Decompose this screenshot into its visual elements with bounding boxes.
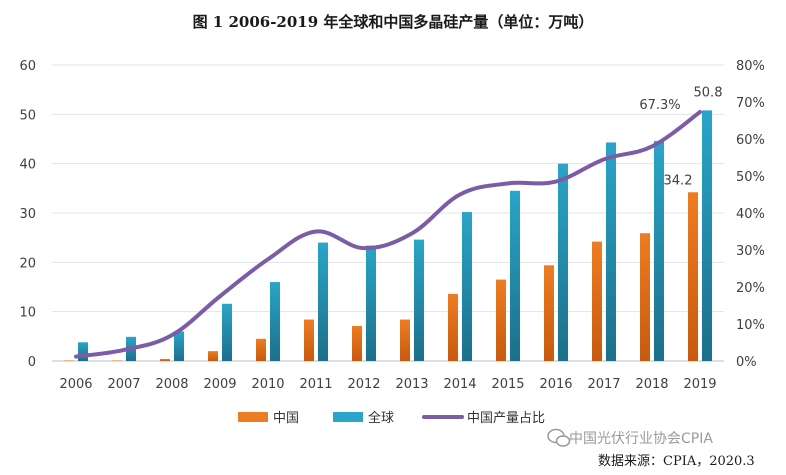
left-tick-label: 50 [19, 108, 36, 123]
legend-label-global: 全球 [368, 410, 394, 426]
china-bar [208, 351, 218, 361]
x-tick-label: 2006 [59, 377, 92, 392]
x-tick-label: 2014 [443, 377, 476, 392]
legend-label-share: 中国产量占比 [467, 411, 545, 426]
china-bar [544, 265, 554, 361]
x-tick-label: 2007 [107, 377, 140, 392]
global-2019-label: 50.8 [694, 85, 723, 100]
x-tick-label: 2016 [539, 377, 572, 392]
china-bar [688, 192, 698, 361]
china-bar [448, 293, 458, 361]
right-tick-label: 80% [736, 59, 765, 74]
global-bar [654, 140, 664, 361]
china-bar [304, 319, 314, 361]
global-bar [510, 190, 520, 361]
x-tick-label: 2009 [203, 377, 236, 392]
share-2019-label: 67.3% [639, 98, 680, 113]
global-bar [318, 242, 328, 361]
bars [64, 110, 712, 362]
china-bar [400, 319, 410, 361]
china-bar [496, 279, 506, 361]
legend-swatch-global [333, 412, 363, 422]
x-tick-label: 2015 [491, 377, 524, 392]
gridlines [52, 64, 724, 362]
left-tick-label: 40 [19, 158, 36, 173]
x-tick-label: 2012 [347, 377, 380, 392]
legend: 中国 全球 中国产量占比 [238, 410, 545, 426]
x-tick-label: 2011 [299, 377, 332, 392]
legend-swatch-china [238, 412, 268, 422]
global-bar [270, 282, 280, 361]
wechat-icon [547, 428, 571, 447]
right-tick-label: 10% [736, 318, 765, 333]
china-bar [640, 233, 650, 361]
right-tick-label: 70% [736, 96, 765, 111]
x-tick-label: 2010 [251, 377, 284, 392]
x-tick-label: 2018 [635, 377, 668, 392]
left-tick-label: 60 [19, 59, 36, 74]
right-tick-label: 0% [736, 355, 757, 370]
x-tick-label: 2013 [395, 377, 428, 392]
right-tick-label: 50% [736, 170, 765, 185]
china-bar [592, 241, 602, 361]
right-axis-ticks: 0% 10% 20% 30% 40% 50% 60% 70% 80% [736, 59, 765, 370]
right-tick-label: 60% [736, 133, 765, 148]
china-bar [256, 338, 266, 361]
global-bar [702, 110, 712, 362]
right-tick-label: 20% [736, 281, 765, 296]
global-bar [606, 142, 616, 361]
left-tick-label: 10 [19, 306, 36, 321]
x-tick-label: 2008 [155, 377, 188, 392]
x-tick-label: 2017 [587, 377, 620, 392]
china-bar [160, 359, 170, 361]
x-axis-ticks: 2006 2007 2008 2009 2010 2011 2012 2013 2014 2015… [59, 377, 716, 392]
x-tick-label: 2019 [683, 377, 716, 392]
global-bar [558, 163, 568, 361]
left-tick-label: 20 [19, 256, 36, 271]
global-bar [366, 245, 376, 361]
china-2019-label: 34.2 [664, 173, 693, 188]
left-tick-label: 0 [28, 355, 36, 370]
watermark-text: 中国光伏行业协会CPIA [569, 431, 713, 447]
chart-title: 图 1 2006-2019 年全球和中国多晶硅产量（单位：万吨） [193, 13, 594, 31]
china-bar [352, 325, 362, 361]
left-tick-label: 30 [19, 207, 36, 222]
share-line [74, 109, 702, 359]
left-axis-ticks: 0 10 20 30 40 50 60 [19, 59, 36, 370]
right-tick-label: 30% [736, 244, 765, 259]
global-bar [174, 331, 184, 361]
right-tick-label: 40% [736, 207, 765, 222]
global-bar [462, 212, 472, 361]
data-labels: 50.8 34.2 67.3% [639, 85, 722, 188]
global-bar [78, 342, 88, 361]
legend-label-china: 中国 [273, 411, 299, 426]
source-note: 数据来源：CPIA，2020.3 [598, 454, 755, 469]
global-bar [414, 239, 424, 361]
global-bar [222, 303, 232, 361]
